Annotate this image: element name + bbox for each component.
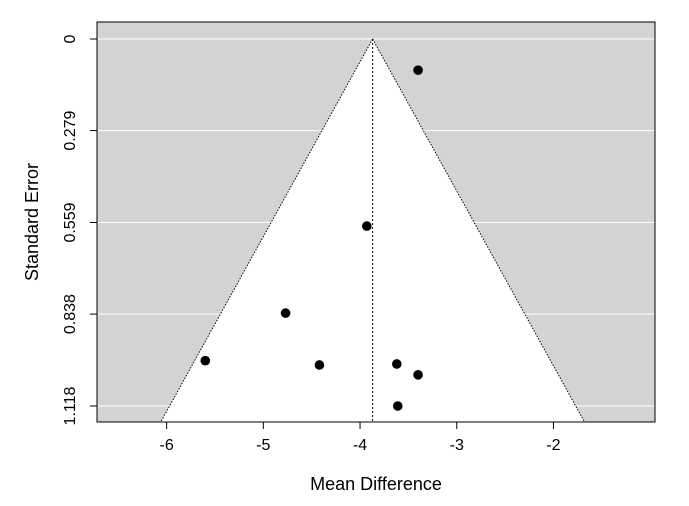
x-tick-label: -4 (353, 437, 367, 454)
y-axis: 0 0.279 0.559 0.838 1.118 (62, 34, 97, 425)
x-tick-label: -2 (546, 437, 560, 454)
y-tick-label: 0.279 (62, 110, 79, 150)
funnel-edges (160, 38, 585, 423)
y-tick-label: 0.559 (62, 202, 79, 242)
data-point (413, 65, 423, 75)
data-point (314, 360, 325, 370)
funnel-interior (160, 39, 585, 422)
data-point (392, 401, 403, 411)
y-tick-label: 1.118 (62, 386, 79, 425)
data-points (200, 65, 423, 411)
data-point (200, 355, 211, 366)
data-point (280, 308, 291, 318)
x-tick-label: -6 (160, 437, 174, 454)
x-tick-label: -3 (450, 437, 464, 454)
funnel-right-edge (372, 38, 585, 423)
x-axis-title: Mean Difference (310, 474, 442, 494)
funnel-left-edge (160, 38, 374, 423)
data-point (391, 359, 402, 369)
y-tick-label: 0.838 (62, 294, 79, 334)
data-point (413, 370, 423, 380)
data-point (362, 221, 372, 231)
x-tick-label: -5 (256, 437, 270, 454)
y-tick-label: 0 (62, 34, 79, 43)
x-axis: -6 -5 -4 -3 -2 (160, 422, 561, 454)
y-axis-title: Standard Error (22, 163, 42, 281)
